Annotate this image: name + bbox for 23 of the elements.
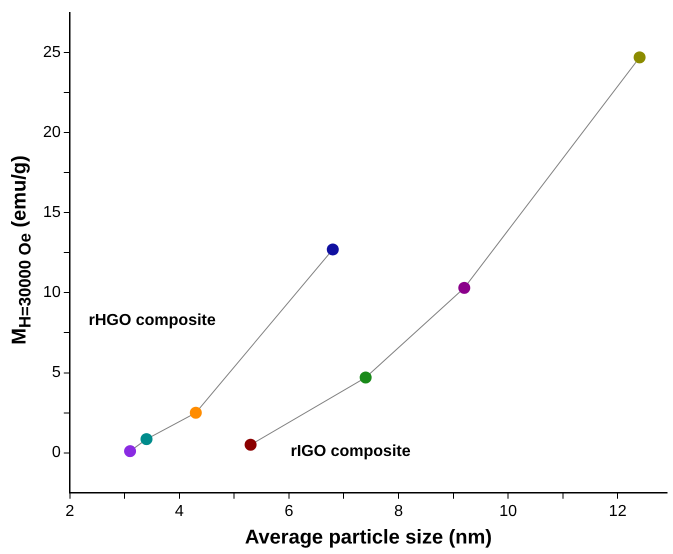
x-tick-label: 6 bbox=[284, 502, 294, 520]
y-tick-label: 5 bbox=[52, 364, 61, 382]
point bbox=[140, 433, 152, 446]
point bbox=[124, 445, 136, 458]
point bbox=[244, 438, 257, 451]
y-tick-label: 0 bbox=[52, 444, 61, 462]
series-label: rIGO composite bbox=[290, 443, 411, 460]
point bbox=[326, 244, 339, 256]
y-tick-label: 15 bbox=[43, 204, 61, 222]
x-tick-label: 10 bbox=[499, 502, 518, 520]
x-tick-label: 8 bbox=[394, 502, 404, 520]
point bbox=[458, 282, 470, 294]
y-tick-label: 25 bbox=[43, 44, 61, 62]
text: rHGO composite bbox=[88, 312, 216, 329]
point bbox=[360, 372, 372, 384]
point bbox=[634, 51, 646, 64]
x-tick-label: 4 bbox=[174, 502, 184, 520]
y-tick-label: 10 bbox=[43, 284, 61, 302]
x-tick-label: 2 bbox=[65, 502, 74, 520]
x-axis-title: Average particle size (nm) bbox=[244, 526, 492, 549]
point bbox=[190, 406, 202, 419]
x-tick-label: 12 bbox=[608, 502, 627, 520]
y-tick-label: 20 bbox=[43, 124, 61, 142]
